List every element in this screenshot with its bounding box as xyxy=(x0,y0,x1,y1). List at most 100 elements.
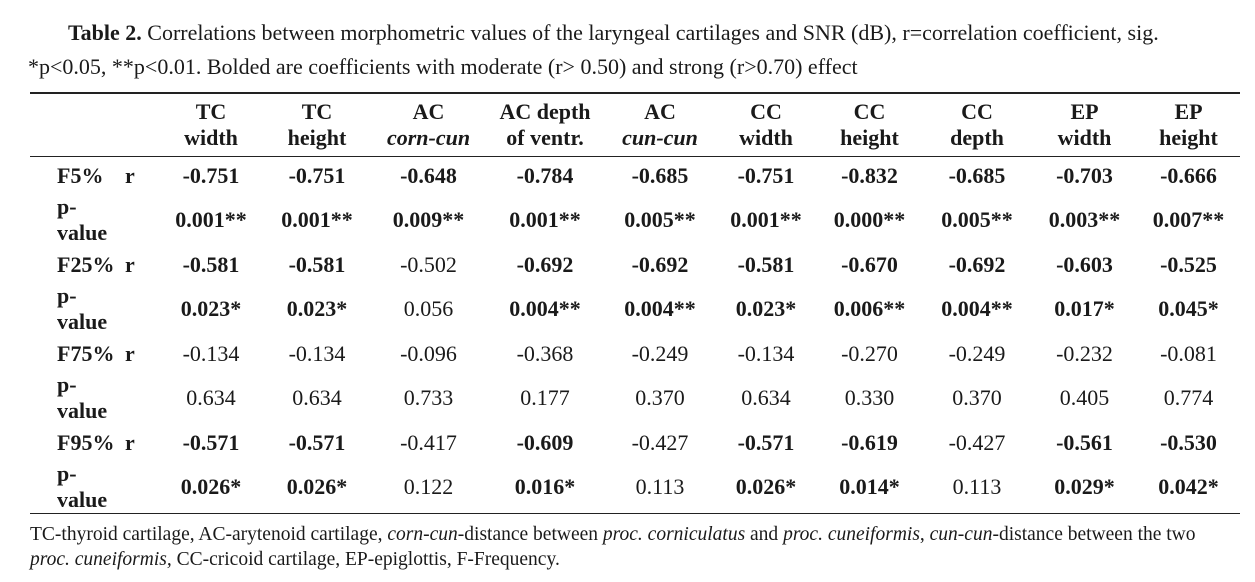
table-label: Table 2. xyxy=(68,20,142,45)
table-cell: 0.026* xyxy=(735,474,797,499)
table-cell: -0.832 xyxy=(841,162,898,188)
table-cell: 0.113 xyxy=(635,474,685,499)
table-cell: 0.634 xyxy=(186,385,236,410)
footnote-segment: TC-thyroid cartilage, AC-arytenoid carti… xyxy=(30,524,388,545)
table-cell: 0.026* xyxy=(180,474,242,499)
header-row: TC width TC height AC corn-cun AC depth of vent… xyxy=(30,93,1240,157)
table-cell: 0.001** xyxy=(281,207,353,232)
column-header: EP width xyxy=(1032,93,1137,157)
row-statistic xyxy=(125,194,160,246)
table-cell: -0.648 xyxy=(400,162,457,188)
table-cell: -0.249 xyxy=(631,340,689,366)
table-cell: -0.784 xyxy=(516,162,574,188)
column-header: AC cun-cun xyxy=(605,93,715,157)
column-header: EP height xyxy=(1137,93,1240,157)
column-header-line2: height xyxy=(287,125,347,150)
table-cell: 0.001** xyxy=(175,207,247,232)
row-statistic xyxy=(125,283,160,335)
table-cell: -0.417 xyxy=(400,429,457,455)
table-cell: -0.581 xyxy=(737,251,795,277)
row-statistic xyxy=(125,372,160,424)
table-cell: 0.023* xyxy=(286,296,348,321)
table-cell: -0.751 xyxy=(182,162,240,188)
row-statistic xyxy=(125,461,160,514)
footnote-segment: -distance between xyxy=(457,524,603,545)
table-cell: -0.561 xyxy=(1056,429,1113,455)
table-cell: 0.026* xyxy=(286,474,348,499)
footnote-segment: and xyxy=(745,524,784,545)
table-cell: -0.751 xyxy=(737,162,795,188)
footnote-segment: proc. corniculatus xyxy=(602,524,746,545)
row-label: F5% xyxy=(57,162,104,188)
table-cell: -0.692 xyxy=(631,251,689,277)
table-cell: -0.502 xyxy=(400,251,457,277)
column-header-line1: TC xyxy=(195,99,227,124)
column-header-line2: depth xyxy=(950,125,1004,150)
table-row: F5% r -0.751 -0.751 -0.648 -0.784 -0.685 -0.751… xyxy=(30,157,1240,195)
table-cell: -0.692 xyxy=(948,251,1006,277)
row-statistic: r xyxy=(125,162,135,188)
table-cell: -0.609 xyxy=(516,429,574,455)
column-header-line2: width xyxy=(739,125,793,150)
table-cell: 0.177 xyxy=(520,385,570,410)
table-cell: 0.774 xyxy=(1163,385,1214,410)
table-cell: 0.004** xyxy=(941,296,1013,321)
column-header-line1: CC xyxy=(750,99,782,124)
table-cell: 0.017* xyxy=(1054,296,1115,321)
column-header-line1: CC xyxy=(853,99,886,124)
column-header-line2: width xyxy=(184,125,238,150)
table-cell: -0.134 xyxy=(182,340,240,366)
table-row: F95% r -0.571 -0.571 -0.417 -0.609 -0.427 -0.57… xyxy=(30,424,1240,461)
table-row: p-value 0.026* 0.026* 0.122 0.016* 0.113 0.026… xyxy=(30,461,1240,514)
table-cell: 0.004** xyxy=(509,296,581,321)
table-cell: -0.603 xyxy=(1056,251,1113,277)
footnote-segment: -distance between the two xyxy=(992,524,1196,545)
caption-text: Correlations between morphometric values… xyxy=(28,20,1159,79)
table-cell: -0.249 xyxy=(948,340,1006,366)
column-header-line2: cun-cun xyxy=(622,125,698,150)
table-cell: -0.571 xyxy=(737,429,795,455)
table-cell: -0.530 xyxy=(1160,429,1217,455)
table-cell: -0.571 xyxy=(288,429,346,455)
table-cell: -0.619 xyxy=(841,429,898,455)
table-row: F75% r -0.134 -0.134 -0.096 -0.368 -0.249 -0.13… xyxy=(30,335,1240,372)
footnote-segment: cun-cun xyxy=(929,524,993,545)
table-row: p-value 0.023* 0.023* 0.056 0.004** 0.004** 0.… xyxy=(30,283,1240,335)
table-caption: Table 2. Correlations between morphometr… xyxy=(28,16,1240,84)
table-cell: 0.005** xyxy=(624,207,696,232)
table-cell: 0.042* xyxy=(1158,474,1219,499)
table-row: F25% r -0.581 -0.581 -0.502 -0.692 -0.692 -0.58… xyxy=(30,246,1240,283)
table-cell: -0.751 xyxy=(288,162,346,188)
table-cell: 0.023* xyxy=(180,296,242,321)
column-header-line1: AC depth xyxy=(499,99,591,124)
column-header: CC depth xyxy=(922,93,1032,157)
row-label: p-value xyxy=(57,372,108,423)
column-header-line2: corn-cun xyxy=(386,125,471,150)
column-header-line1: AC xyxy=(644,99,676,124)
column-header-line2: height xyxy=(840,125,899,150)
table-cell: 0.113 xyxy=(952,474,1002,499)
table-cell: 0.733 xyxy=(403,385,454,410)
footnote-segment: CC-cricoid cartilage, EP-epiglottis, F-F… xyxy=(171,549,560,570)
table-cell: 0.370 xyxy=(635,385,685,410)
column-header-line2: height xyxy=(1159,125,1218,150)
row-statistic: r xyxy=(125,340,135,366)
row-label: F95% xyxy=(57,429,115,455)
column-header: AC depth of ventr. xyxy=(485,93,605,157)
table-cell: 0.007** xyxy=(1152,207,1225,232)
column-header: CC height xyxy=(817,93,922,157)
statistic-header xyxy=(125,93,160,157)
footnote-segment: proc. cuneiformis, xyxy=(30,549,172,570)
table-row: p-value 0.001** 0.001** 0.009** 0.001** 0.005… xyxy=(30,194,1240,246)
table-cell: 0.056 xyxy=(403,296,454,321)
table-body: F5% r -0.751 -0.751 -0.648 -0.784 -0.685 -0.751… xyxy=(30,157,1240,514)
column-header: TC width xyxy=(160,93,262,157)
row-statistic: r xyxy=(125,429,135,455)
table-cell: 0.014* xyxy=(839,474,900,499)
table-cell: -0.581 xyxy=(288,251,346,277)
column-header-line1: AC xyxy=(412,99,445,124)
table-cell: 0.330 xyxy=(844,385,895,410)
row-label-header xyxy=(30,93,125,157)
table-cell: 0.029* xyxy=(1054,474,1115,499)
table-cell: -0.081 xyxy=(1160,340,1217,366)
